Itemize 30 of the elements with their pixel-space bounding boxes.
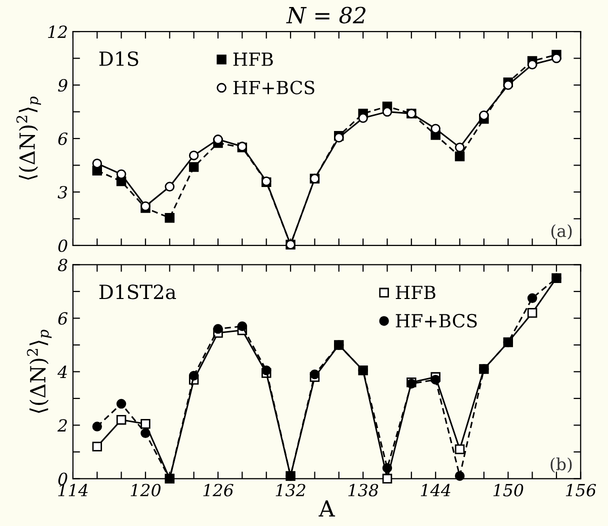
y-tick-label: 6 bbox=[58, 312, 68, 325]
y-tick-label: 6 bbox=[58, 132, 68, 146]
annotation: (b) bbox=[550, 457, 572, 473]
y-axis-title: ⟨(ΔN)$^{2}$⟩$_{p}$ bbox=[16, 96, 42, 180]
annotation: D1ST2a bbox=[99, 284, 176, 300]
x-tick-label: 132 bbox=[276, 484, 306, 496]
legend-label: HFB bbox=[233, 52, 273, 66]
legend-label: HFB bbox=[396, 286, 436, 299]
x-tick-label: 156 bbox=[566, 484, 596, 496]
x-tick-label: 150 bbox=[493, 484, 524, 496]
y-tick-label: 0 bbox=[58, 472, 68, 486]
y-tick-label: 0 bbox=[58, 239, 68, 252]
y-axis-title: ⟨(ΔN)$^{2}$⟩$_{p}$ bbox=[26, 330, 52, 413]
x-tick-label: 120 bbox=[130, 484, 161, 496]
y-tick-label: 8 bbox=[58, 258, 68, 272]
x-tick-label: 138 bbox=[348, 484, 378, 496]
chart-title: N = 82 bbox=[286, 6, 366, 24]
x-axis-title: A bbox=[318, 500, 336, 517]
y-tick-label: 9 bbox=[58, 79, 68, 92]
annotation: (a) bbox=[551, 224, 572, 240]
y-tick-label: 12 bbox=[48, 26, 67, 38]
legend-label: HF+BCS bbox=[396, 314, 477, 328]
x-tick-label: 126 bbox=[203, 484, 234, 496]
legend-label: HF+BCS bbox=[233, 80, 314, 94]
x-tick-label: 114 bbox=[58, 484, 88, 496]
annotation: D1S bbox=[99, 51, 138, 66]
x-tick-label: 144 bbox=[420, 484, 450, 496]
y-tick-label: 3 bbox=[58, 186, 68, 199]
y-tick-label: 2 bbox=[57, 419, 67, 432]
y-tick-label: 4 bbox=[57, 366, 67, 378]
